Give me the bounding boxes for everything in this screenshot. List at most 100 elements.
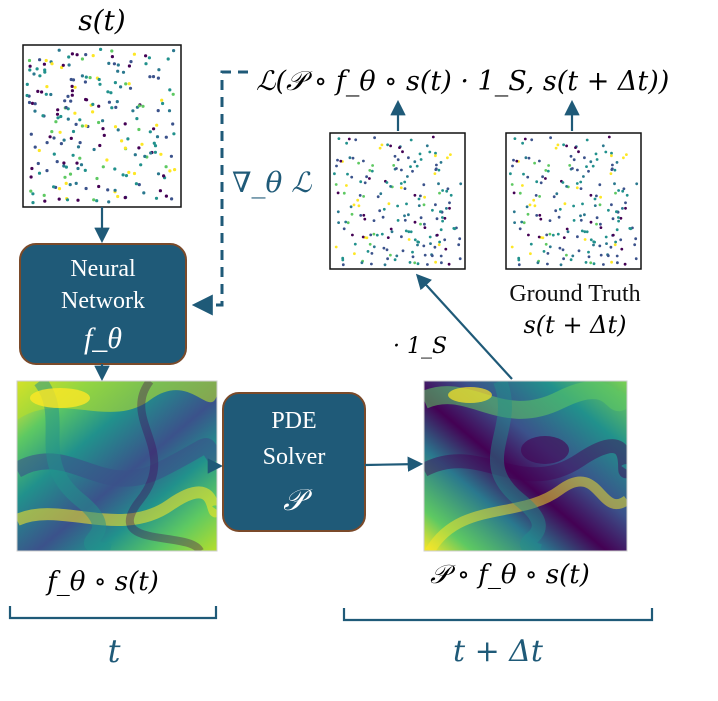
scatter-dot [64,105,68,110]
scatter-dot [368,169,372,172]
network-label-line2: Network [61,288,145,314]
scatter-dot [406,175,409,178]
scatter-dot [42,193,46,197]
scatter-dot [129,60,133,64]
scatter-dot [70,52,74,56]
scatter-dot [389,253,392,257]
scatter-dot [105,158,109,162]
scatter-dot [449,193,453,197]
scatter-dot [63,99,67,103]
scatter-dot [43,199,47,203]
scatter-dot [152,127,156,131]
scatter-dot [551,233,555,237]
scatter-dot [30,166,34,171]
scatter-dot [141,104,145,108]
scatter-dot [517,263,521,267]
scatter-dot [113,125,118,129]
scatter-dot [70,84,74,88]
scatter-dot [354,138,358,142]
scatter-dot [106,90,110,94]
scatter-dot [98,143,102,148]
scatter-dot [370,262,373,266]
scatter-dot [30,101,35,105]
scatter-dot [565,253,568,257]
scatter-dot [565,144,568,148]
scatter-dot [558,246,562,250]
scatter-dot [617,219,620,223]
scatter-dot [408,261,412,264]
scatter-dot [83,168,87,172]
scatter-dot [539,181,543,185]
scatter-dot [606,254,610,258]
scatter-dot [396,219,400,222]
scatter-dot [124,82,128,86]
scatter-dot [172,49,176,53]
scatter-dot [530,138,534,142]
scatter-dot [575,186,579,190]
scatter-dot [592,243,595,247]
scatter-dot [56,108,60,112]
scatter-dot [613,182,616,186]
ground-truth-points [509,135,639,267]
scatter-dot [396,204,399,208]
pde-solver-box: PDE Solver 𝒫 [222,392,366,532]
scatter-dot [625,193,629,197]
scatter-dot [153,144,158,148]
scatter-dot [609,172,613,176]
scatter-dot [431,135,435,139]
scatter-dot [123,146,127,150]
scatter-dot [362,159,365,163]
scatter-dot [413,193,417,197]
scatter-dot [135,117,139,121]
scatter-dot [62,138,66,142]
scatter-dot [76,166,80,171]
time-label-right: t + Δt [453,634,544,669]
scatter-dot [395,167,398,170]
scatter-dot [533,161,536,165]
scatter-dot [569,258,573,262]
scatter-dot [360,261,364,265]
solver-output-caption: 𝒫 ∘ f_θ ∘ s(t) [430,560,590,590]
scatter-dot [409,138,413,142]
scatter-dot [155,123,159,127]
scatter-dot [74,122,78,126]
scatter-dot [403,180,407,184]
scatter-dot [539,217,543,221]
scatter-dot [75,53,79,57]
scatter-dot [91,102,95,106]
scatter-dot [58,130,62,134]
scatter-dot [419,194,422,198]
scatter-dot [45,141,49,145]
scatter-dot [579,187,583,191]
scatter-dot [119,85,123,89]
scatter-dot [585,230,589,234]
scatter-dot [518,227,522,231]
scatter-dot [385,248,389,252]
scatter-dot [52,136,56,140]
scatter-dot [585,165,588,169]
scatter-dot [373,136,376,140]
scatter-dot [32,72,36,76]
scatter-dot [403,187,407,191]
scatter-dot [437,168,441,172]
scatter-dot [137,146,141,150]
scatter-dot [97,77,101,82]
scatter-dot [45,85,49,89]
scatter-dot [581,202,584,206]
scatter-dot [515,159,519,163]
scatter-dot [565,227,569,231]
scatter-dot [62,161,66,165]
scatter-dot [353,252,356,256]
scatter-dot [358,194,362,197]
scatter-dot [348,156,352,160]
scatter-dot [449,153,452,157]
scatter-dot [563,202,567,206]
scatter-dot [359,180,363,184]
scatter-dot [615,228,619,232]
scatter-dot [52,185,56,189]
scatter-dot [423,222,426,226]
scatter-dot [633,243,637,247]
scatter-dot [143,154,147,158]
scatter-dot [634,257,638,261]
gradient-feedback-path [191,70,248,316]
